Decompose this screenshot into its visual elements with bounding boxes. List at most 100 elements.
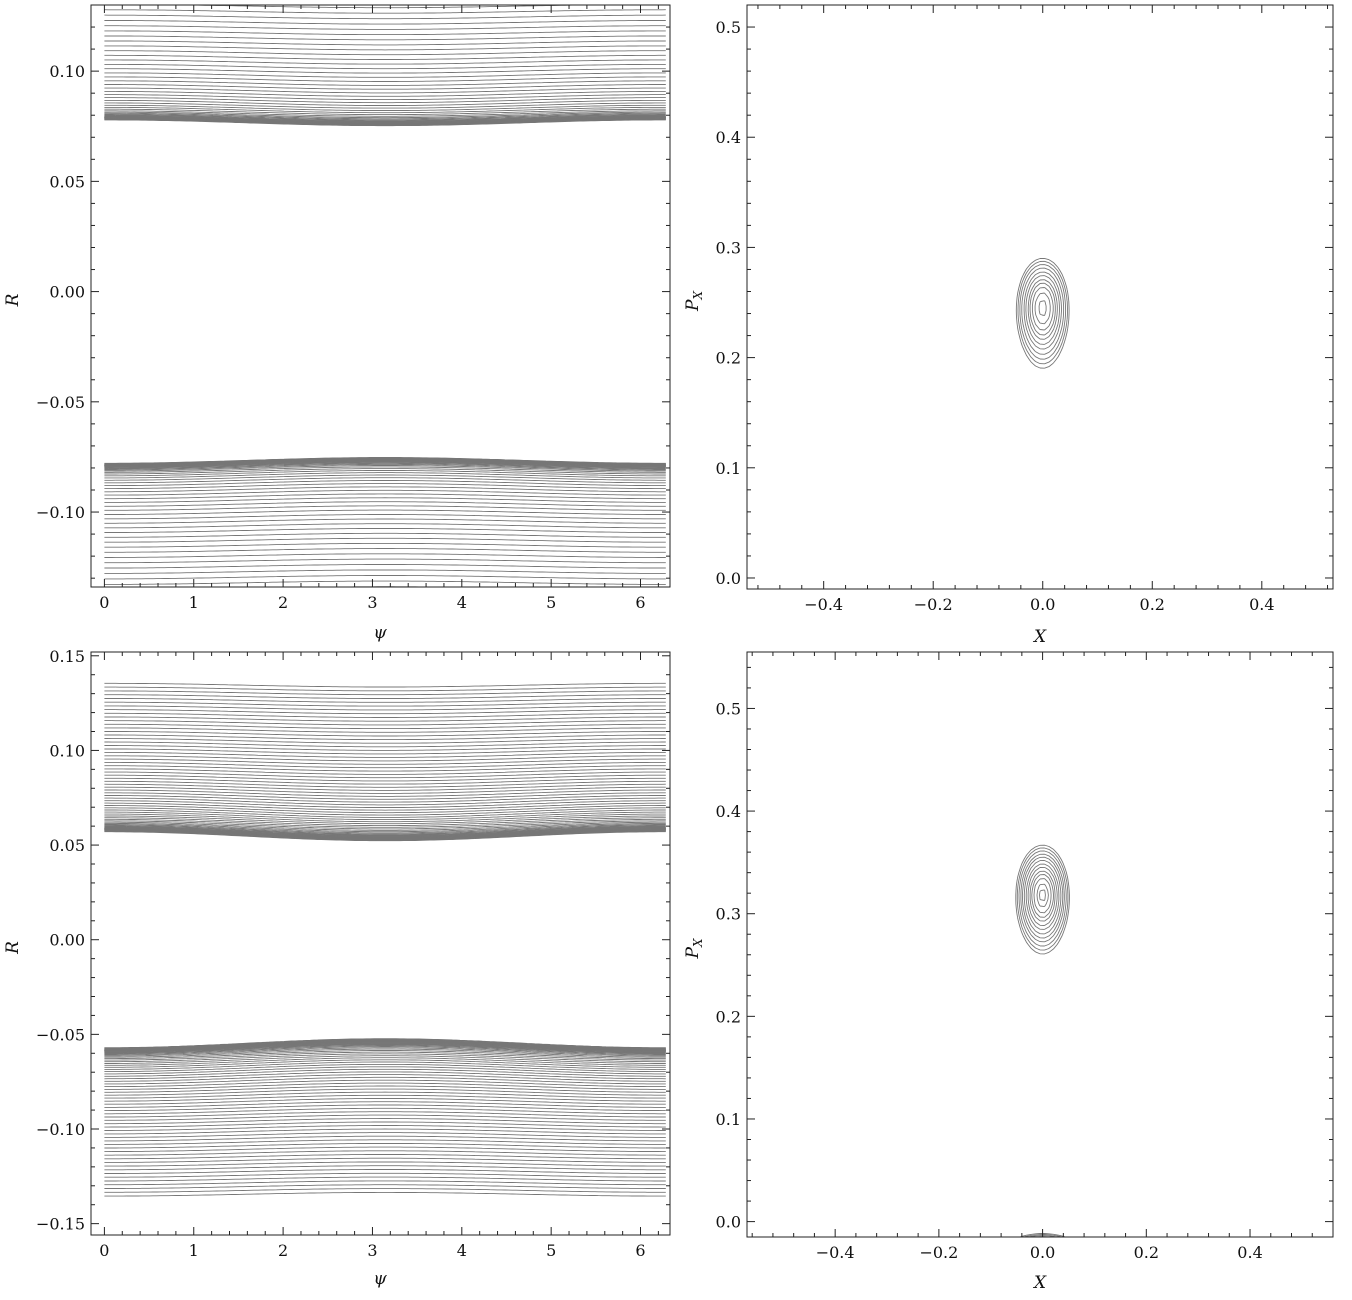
contour-level-1	[1017, 260, 1068, 365]
y-axis-title: PX	[683, 938, 705, 959]
contour-level-11	[104, 116, 666, 467]
x-tick-label: 4	[457, 1241, 467, 1260]
contour-level-4	[104, 118, 666, 466]
contour-level-21	[104, 818, 666, 1061]
y-tick-label: −0.05	[36, 1025, 85, 1044]
contour-level-39	[104, 40, 666, 543]
contour-level-3	[104, 118, 666, 465]
x-tick-label: 0.0	[1030, 595, 1055, 614]
contour-level-7	[1029, 282, 1056, 336]
contour-level-1	[104, 119, 666, 465]
contour-level-43	[104, 20, 666, 564]
panel-top-left: 0 1 2 3 4 5 6 −0.10 −0.05 0.00 0.05 0.10 ψ R	[3, 4, 671, 643]
contour-level-24	[104, 99, 666, 484]
x-tick-label: −0.4	[816, 1243, 855, 1262]
contour-level-47	[104, 748, 666, 1131]
contour-level-17	[104, 112, 666, 471]
y-tick-label: 0.1	[716, 1110, 741, 1129]
contour-level-14	[104, 115, 666, 468]
contour-level-37	[104, 50, 666, 533]
contour-level-20	[104, 108, 666, 475]
y-tick-label: 0.4	[716, 128, 741, 147]
contour-level-53	[104, 727, 666, 1153]
contour-level-27	[104, 90, 666, 493]
contour-level-7	[1027, 866, 1058, 926]
contour-level-19	[104, 110, 666, 473]
x-tick-label: 0.2	[1140, 595, 1165, 614]
contour-level-38	[104, 777, 666, 1102]
contour-level-44	[104, 758, 666, 1121]
contour-level-5	[1025, 275, 1060, 345]
contour-level-12	[104, 116, 666, 467]
contour-level-30	[104, 800, 666, 1080]
x-tick-label: 0.4	[1249, 595, 1274, 614]
contour-level-62	[104, 694, 666, 1186]
contour-level-6	[1027, 279, 1058, 340]
contour-level-35	[104, 59, 666, 524]
contour-level-10	[104, 116, 666, 467]
contour-level-10	[1038, 300, 1047, 316]
contour-level-16	[104, 113, 666, 470]
contour-level-7	[104, 828, 666, 1051]
contour-level-14	[104, 826, 666, 1054]
contour-level-18	[104, 111, 666, 472]
contour-level-46	[104, 751, 666, 1128]
contour-level-52	[104, 731, 666, 1149]
y-tick-label: 0.3	[716, 905, 741, 924]
y-tick-label: 0.0	[716, 569, 741, 588]
x-tick-label: 6	[635, 593, 645, 612]
contour-level-2	[1018, 850, 1067, 1237]
contour-level-20	[104, 820, 666, 1060]
contour-level-0	[1015, 257, 1070, 369]
x-tick-label: −0.2	[914, 595, 953, 614]
contour-level-58	[104, 709, 666, 1171]
contour-level-9	[1031, 874, 1054, 918]
contour-lines	[1015, 844, 1070, 1237]
ticks	[747, 4, 1333, 589]
contour-level-8	[1031, 287, 1054, 331]
y-tick-label: 0.2	[716, 349, 741, 368]
x-tick-label: 5	[546, 1241, 556, 1260]
x-axis-title: X	[1032, 1273, 1047, 1293]
plot-frame	[746, 651, 1334, 1238]
contour-level-45	[104, 9, 666, 574]
x-tick-label: 0	[99, 1241, 109, 1260]
plot-frame	[90, 4, 671, 588]
contour-level-5	[104, 829, 666, 1051]
contour-level-61	[104, 698, 666, 1182]
ticks	[91, 4, 670, 587]
contour-level-25	[104, 97, 666, 487]
contour-level-29	[104, 84, 666, 500]
contour-level-17	[104, 824, 666, 1056]
contour-level-2	[1019, 264, 1067, 360]
contour-level-9	[104, 116, 666, 467]
contour-level-31	[104, 76, 666, 507]
x-tick-label: 6	[635, 1241, 645, 1260]
contour-level-6	[1025, 863, 1060, 930]
contour-level-34	[104, 789, 666, 1090]
contour-level-64	[104, 686, 666, 1193]
y-axis-title: R	[3, 941, 23, 955]
y-tick-label: 0.05	[49, 836, 85, 855]
contour-level-10	[1033, 878, 1052, 914]
contour-level-40	[104, 771, 666, 1108]
x-tick-label: 5	[546, 593, 556, 612]
contour-level-13	[104, 115, 666, 468]
contour-level-19	[104, 821, 666, 1058]
contour-level-0	[104, 119, 666, 464]
contour-level-7	[104, 117, 666, 466]
contour-level-42	[104, 765, 666, 1115]
contour-level-40	[104, 35, 666, 548]
x-tick-label: 1	[189, 1241, 199, 1260]
contour-level-10	[104, 828, 666, 1052]
contour-level-23	[104, 815, 666, 1064]
contour-level-18	[104, 822, 666, 1057]
contour-level-22	[104, 817, 666, 1063]
contour-level-26	[104, 809, 666, 1070]
contour-level-6	[104, 828, 666, 1051]
contour-level-8	[104, 828, 666, 1051]
y-tick-label: 0.0	[716, 1213, 741, 1232]
y-tick-label: 0.2	[716, 1007, 741, 1026]
contour-level-51	[104, 734, 666, 1145]
